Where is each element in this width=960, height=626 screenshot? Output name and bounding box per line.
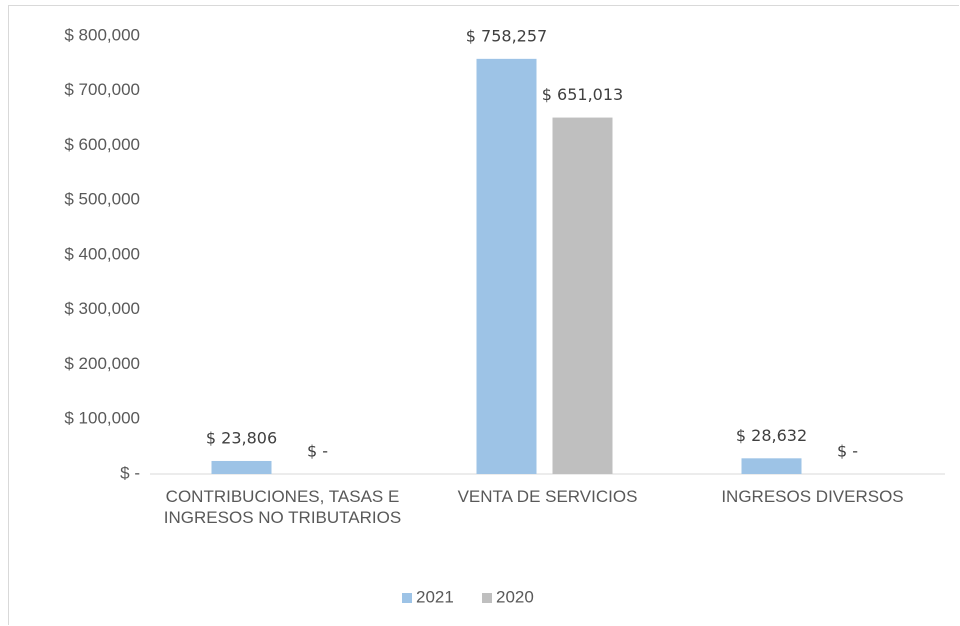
y-tick-label: $ 100,000 [64, 409, 140, 428]
x-tick-label: INGRESOS DIVERSOS [721, 487, 904, 506]
bar [476, 58, 537, 474]
y-tick-label: $ 300,000 [64, 299, 140, 318]
x-tick-label: VENTA DE SERVICIOS [457, 487, 638, 506]
y-tick-label: $ 600,000 [64, 135, 140, 154]
y-tick-label: $ 700,000 [64, 80, 140, 99]
bar [741, 458, 802, 474]
data-label: $ 28,632 [736, 426, 807, 445]
y-tick-label: $ 800,000 [64, 25, 140, 44]
chart-border [8, 5, 959, 625]
y-tick-label: $ 500,000 [64, 190, 140, 209]
legend-label: 2021 [416, 587, 454, 606]
bar [211, 460, 272, 474]
legend-swatch [402, 593, 412, 603]
legend-swatch [482, 593, 492, 603]
bar [552, 117, 613, 475]
data-label: $ 23,806 [206, 428, 277, 447]
legend-label: 2020 [496, 587, 534, 606]
y-tick-label: $ 400,000 [64, 244, 140, 263]
y-tick-label: $ 200,000 [64, 354, 140, 373]
data-label: $ - [837, 442, 858, 461]
data-label: $ - [307, 442, 328, 461]
data-label: $ 651,013 [542, 85, 623, 104]
data-label: $ 758,257 [466, 26, 547, 45]
y-tick-label: $ - [120, 463, 140, 482]
x-tick-label: CONTRIBUCIONES, TASAS E INGRESOS NO TRIB… [163, 487, 402, 527]
